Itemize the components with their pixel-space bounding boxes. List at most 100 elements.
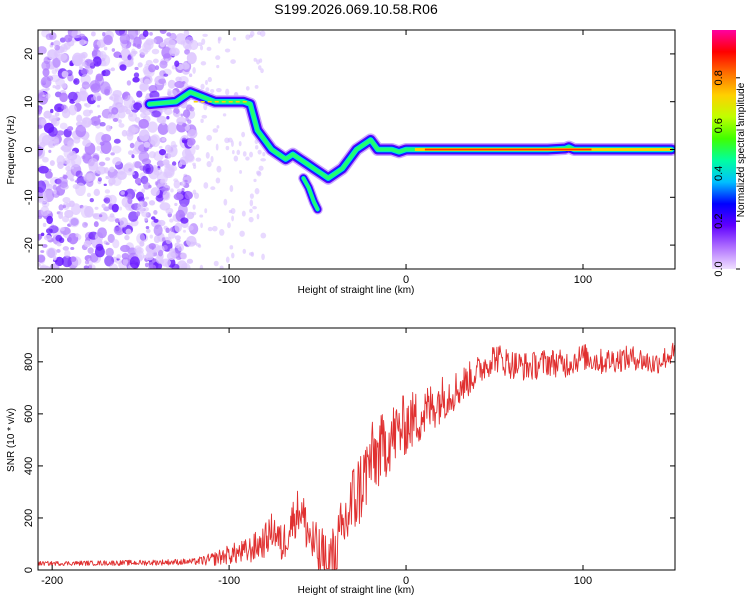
spectrogram-sparse-blob [219, 265, 224, 269]
spectrogram-noise-blob [131, 154, 135, 159]
spectrogram-noise-blob [150, 216, 156, 220]
spectrogram-noise-blob [38, 107, 43, 115]
spectrogram-noise-blob [167, 88, 171, 93]
spectrogram-noise-blob [173, 112, 177, 116]
spectrogram-noise-blob [132, 76, 140, 83]
spectrogram-noise-blob [69, 62, 74, 67]
spectrogram-noise-blob [171, 161, 177, 166]
spectrogram-sparse-blob [231, 215, 235, 222]
spectrogram-noise-blob [80, 73, 91, 85]
spectrogram-sparse-blob [216, 165, 222, 173]
spectrogram-sparse-blob [249, 30, 255, 37]
spectrogram-noise-blob [177, 203, 188, 217]
spectrogram-noise-blob [72, 54, 83, 67]
spectrogram-sparse-blob [203, 182, 209, 189]
spectrogram-noise-blob [153, 218, 159, 223]
spectrogram-noise-blob [163, 73, 169, 77]
colorbar-tick-label: 0.6 [713, 118, 725, 133]
spectrogram-sparse-blob [192, 162, 196, 166]
spectrogram-sparse-blob [259, 30, 266, 37]
spectrogram-noise-blob [121, 129, 128, 137]
spectrogram-noise-blob [91, 31, 96, 37]
spectrogram-noise-blob [142, 164, 151, 175]
spectrogram-noise-blob [46, 247, 58, 258]
spectrogram-noise-blob [103, 197, 111, 204]
spectrogram-noise-blob [111, 48, 116, 52]
spectrogram-noise-blob [42, 222, 47, 228]
spectrogram-sparse-blob [215, 177, 221, 184]
spectrogram-noise-blob [161, 137, 166, 142]
spectrogram-noise-blob [70, 256, 77, 262]
spectrogram-noise-blob [148, 243, 156, 250]
spectrogram-noise-blob [67, 91, 78, 102]
spectrogram-noise-blob [56, 155, 65, 166]
spectrogram-noise-blob [67, 126, 74, 132]
spectrogram-noise-blob [121, 45, 127, 51]
colorbar-tick-label: 0.0 [713, 261, 725, 276]
spectrogram-noise-blob [123, 162, 135, 176]
spectrogram-noise-blob [60, 226, 65, 232]
spectrogram-noise-blob [171, 65, 176, 70]
spectrogram-noise-blob [56, 130, 64, 136]
spectrogram-sparse-blob [204, 208, 208, 214]
spectrogram-noise-blob [166, 115, 170, 120]
spectrogram-sparse-blob [216, 125, 220, 129]
spectrogram-noise-blob [118, 119, 122, 124]
spectrogram-noise-blob [57, 107, 62, 111]
spectrogram-sparse-blob [199, 264, 204, 269]
spectrogram-sparse-blob [197, 244, 202, 248]
spectrogram-noise-blob [143, 78, 151, 85]
spectrogram-noise-blob [173, 107, 180, 115]
spectrogram-noise-blob [103, 46, 108, 51]
spectrogram-noise-blob [38, 46, 47, 55]
spectrogram-noise-blob [141, 188, 146, 194]
spectrogram-noise-blob [174, 235, 181, 241]
spectrogram-noise-blob [165, 236, 172, 245]
spectrogram-noise-blob [167, 122, 177, 135]
spectrogram-sparse-blob [215, 55, 221, 60]
spectrogram-sparse-blob [205, 152, 210, 159]
spectrogram-noise-blob [94, 44, 99, 49]
spectrogram-noise-blob [105, 247, 114, 257]
spectrogram-noise-blob [79, 66, 84, 71]
spectrogram-noise-blob [119, 217, 128, 228]
snr-x-tick-label: -100 [218, 575, 240, 587]
spectrogram-noise-blob [70, 166, 74, 170]
spectrogram-noise-blob [52, 57, 61, 68]
spectrogram-noise-blob [143, 181, 151, 190]
spectrogram-noise-blob [97, 104, 101, 108]
spectrogram-noise-blob [70, 154, 82, 168]
spectrogram-sparse-blob [200, 118, 204, 124]
spectrogram-noise-blob [90, 83, 101, 94]
spectrogram-noise-blob [99, 54, 111, 67]
spectrogram-sparse-blob [225, 88, 230, 96]
spectrogram-noise-blob [51, 69, 58, 75]
spectrogram-noise-blob [42, 68, 50, 77]
snr-frame [37, 327, 676, 571]
spectrogram-noise-blob [147, 121, 158, 133]
snr-background [38, 328, 675, 570]
spectrogram-noise-blob [65, 202, 72, 208]
spectrogram-sparse-blob [249, 208, 253, 213]
spectrogram-noise-blob [138, 151, 150, 162]
spectrogram-noise-blob [56, 242, 62, 247]
spectrogram-noise-blob [111, 107, 119, 115]
spectrogram-noise-blob [87, 157, 99, 171]
spectrogram-noise-blob [162, 190, 171, 201]
spectrogram-noise-blob [137, 196, 145, 203]
spectrogram-sparse-blob [192, 189, 197, 195]
spectrogram-noise-blob [65, 144, 73, 151]
spectrogram-noise-blob [38, 262, 41, 267]
spectrogram-noise-blob [114, 218, 120, 224]
spectrogram-noise-blob [96, 145, 101, 151]
spectrogram-noise-blob [159, 60, 168, 69]
spectrogram-sparse-blob [200, 61, 207, 66]
spectrogram-sparse-blob [199, 214, 204, 218]
spectrogram-sparse-blob [260, 232, 267, 239]
spectrogram-noise-blob [121, 92, 129, 100]
spectrogram-noise-blob [48, 226, 52, 230]
spectrogram-noise-blob [144, 262, 149, 268]
spectrogram-noise-blob [54, 256, 64, 267]
spectrogram-noise-blob [97, 227, 107, 239]
